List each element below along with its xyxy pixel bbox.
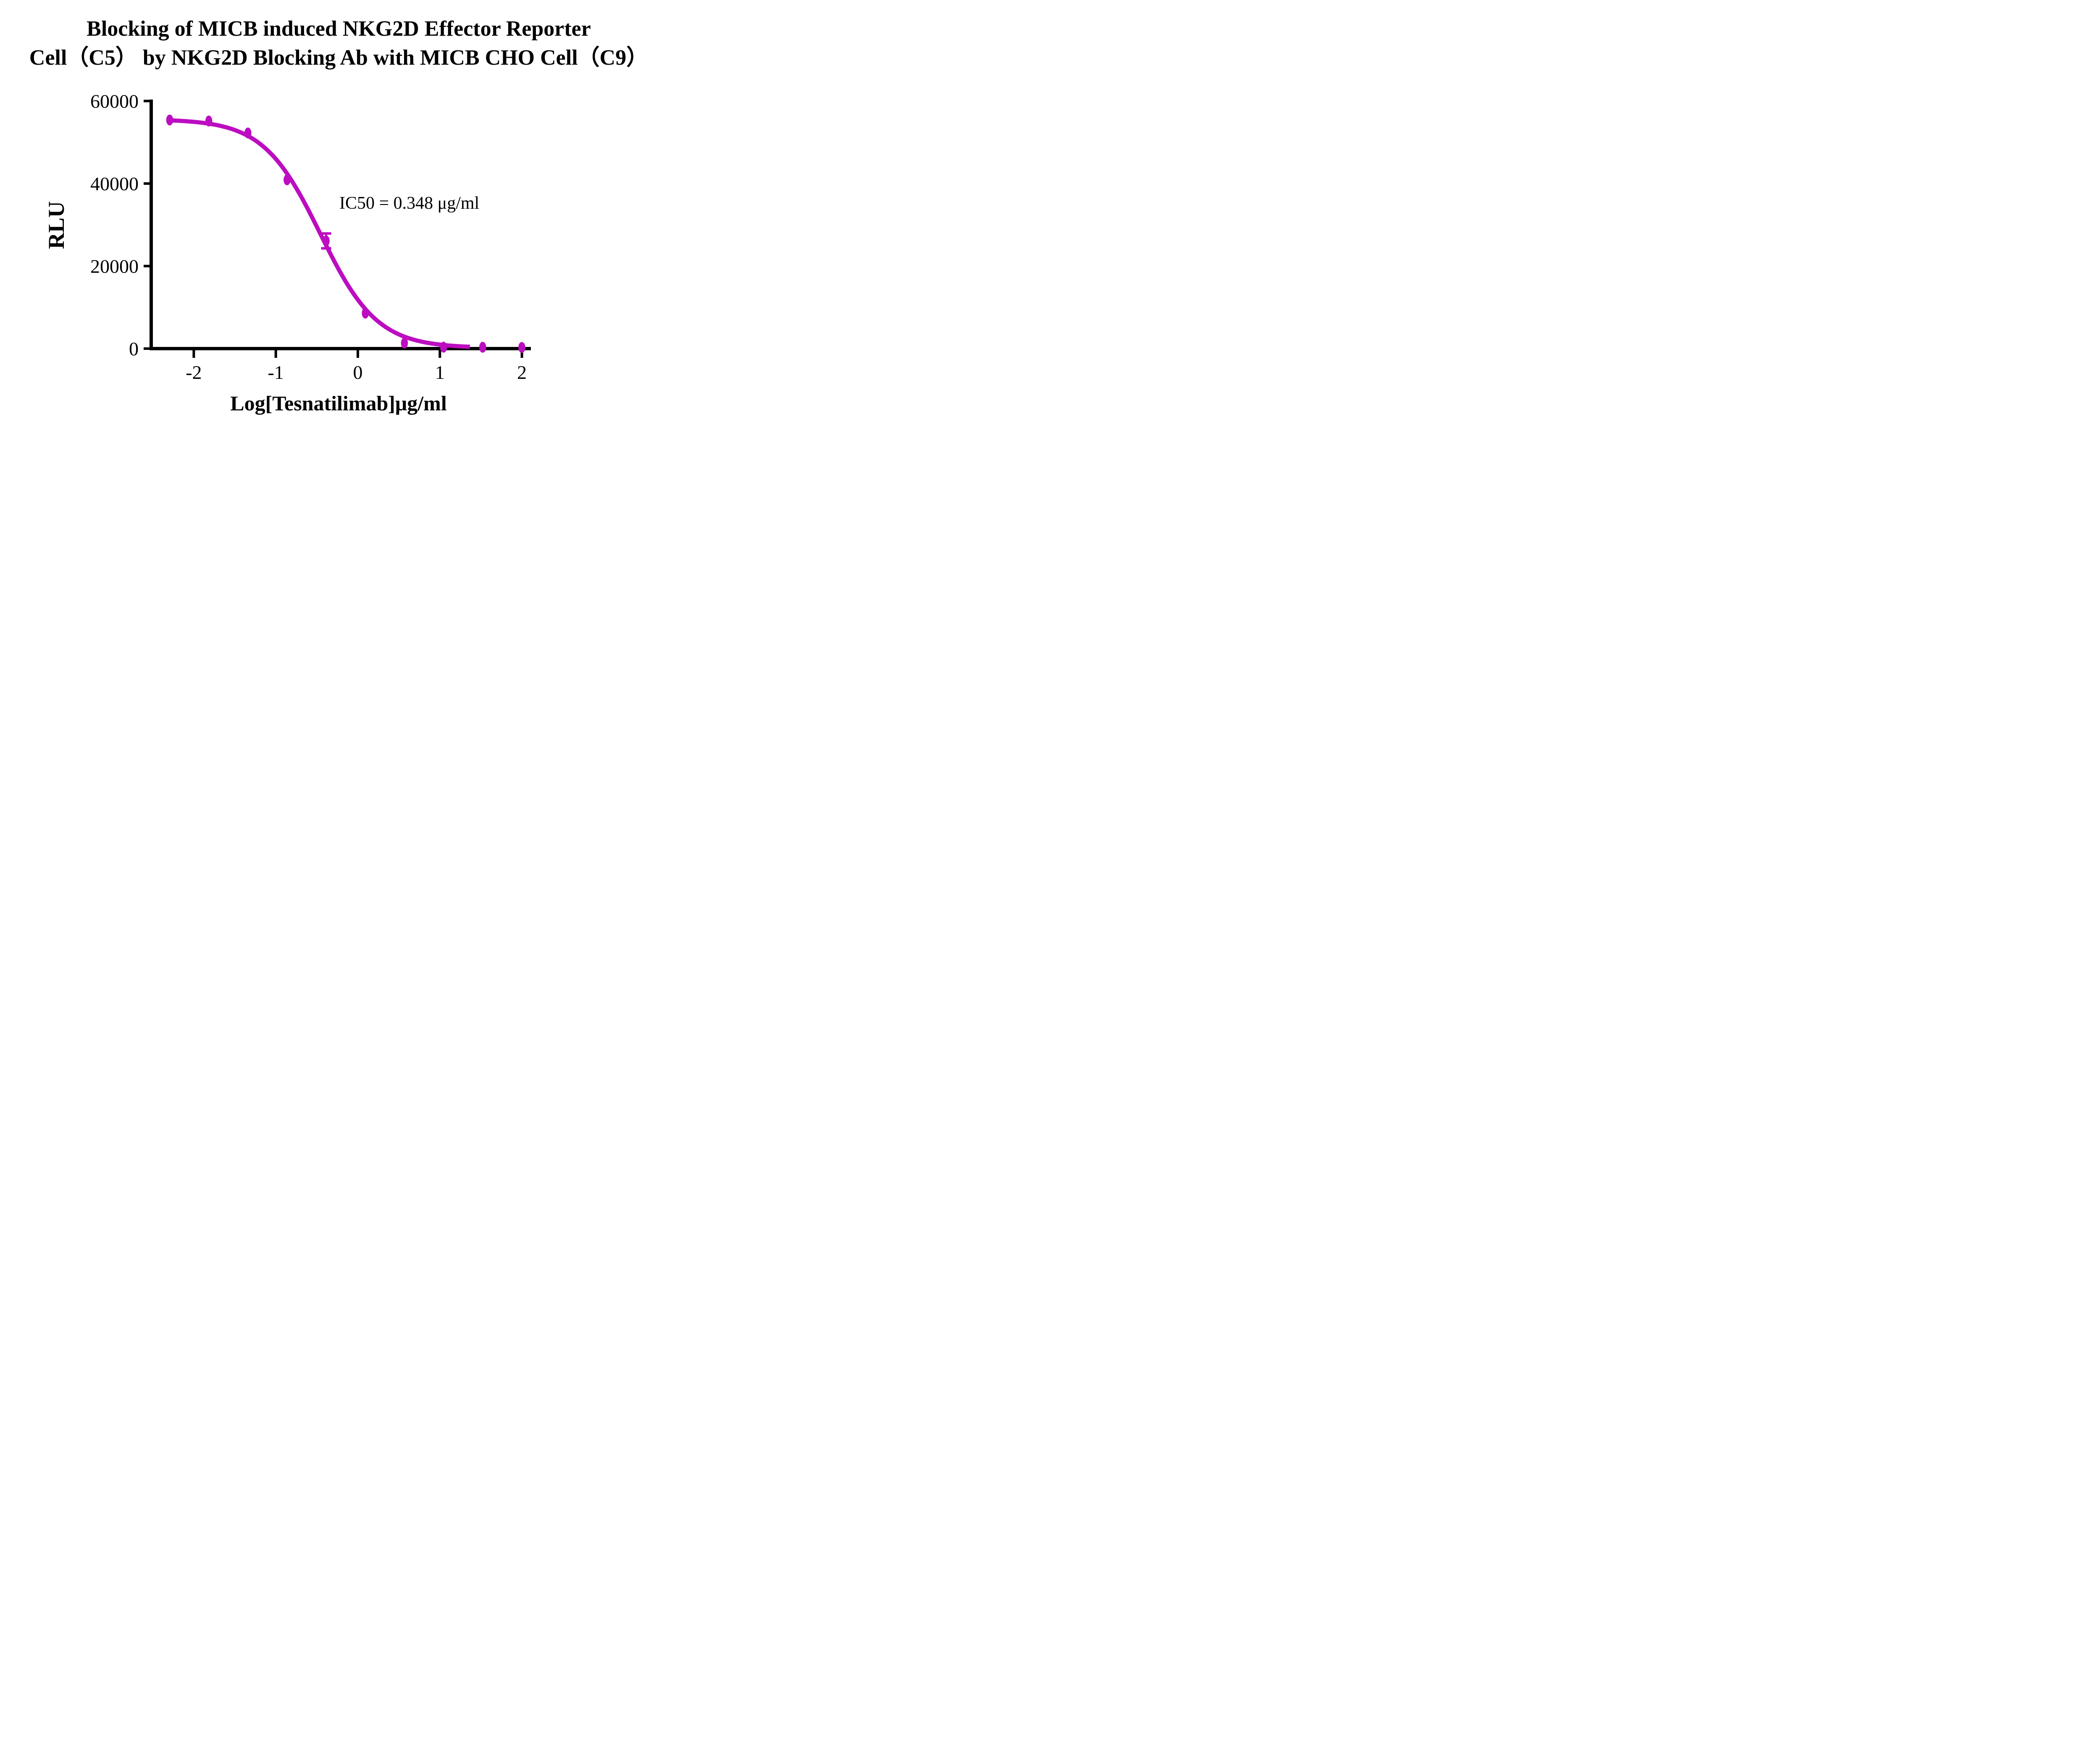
data-point — [362, 307, 369, 319]
data-point-layer — [166, 114, 525, 353]
data-point — [205, 116, 213, 127]
x-tick-label: 2 — [517, 362, 527, 383]
data-point — [323, 235, 330, 247]
y-tick-label: 0 — [129, 338, 139, 360]
y-tick-label: 40000 — [90, 173, 139, 194]
x-tick-label: -2 — [186, 362, 202, 383]
y-tick-label: 20000 — [90, 256, 139, 277]
chart-title: Blocking of MICB induced NKG2D Effector … — [0, 14, 677, 72]
data-point — [284, 174, 291, 186]
x-tick-label: 1 — [435, 362, 445, 383]
data-point — [440, 341, 447, 353]
axes-layer: 0 20000 40000 60000 -2 -1 0 1 2 — [90, 91, 531, 383]
fit-curve-layer — [169, 118, 470, 349]
data-point — [401, 337, 408, 349]
x-tick-label: 0 — [353, 362, 363, 383]
chart: Blocking of MICB induced NKG2D Effector … — [0, 0, 677, 440]
chart-title-line1: Blocking of MICB induced NKG2D Effector … — [87, 17, 591, 41]
y-axis-title: RLU — [44, 201, 69, 249]
x-axis-title: Log[Tesnatilimab]μg/ml — [230, 391, 447, 415]
chart-title-line2: Cell（C5） by NKG2D Blocking Ab with MICB … — [29, 46, 648, 70]
ic50-annotation: IC50 = 0.348 μg/ml — [339, 194, 479, 213]
data-point — [244, 127, 252, 139]
plot-area: 0 20000 40000 60000 -2 -1 0 1 2 RLU Log[Tesnatil… — [44, 91, 531, 415]
x-tick-label: -1 — [268, 362, 284, 383]
y-tick-label: 60000 — [90, 91, 139, 112]
data-point — [518, 342, 525, 353]
data-point — [479, 341, 486, 353]
data-point — [166, 114, 173, 126]
fit-curve — [169, 118, 470, 349]
